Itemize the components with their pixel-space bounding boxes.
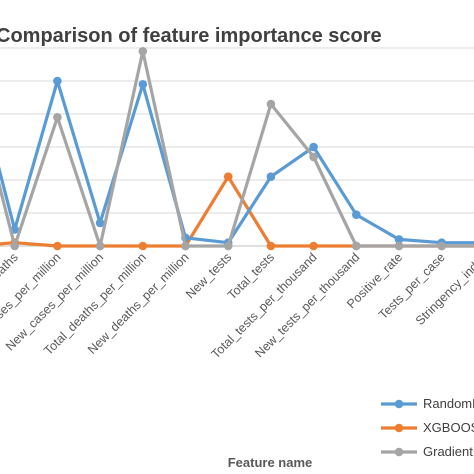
data-point [53,113,62,122]
series-line [0,79,474,245]
data-point [223,241,233,251]
legend-item: RandomForest [381,396,474,411]
data-point [138,47,148,56]
data-point [394,241,404,251]
legend-marker [394,423,404,433]
x-axis-title: Feature name [228,455,313,470]
series-gradientboosting [0,47,474,251]
legend-marker [394,447,404,457]
data-point [309,152,318,162]
legend: RandomForest XGBOOST GradientBoosting [381,396,474,459]
legend-label: RandomForest [423,396,474,411]
data-point [53,76,62,86]
series-randomforest [0,76,474,247]
data-point [95,218,105,228]
data-point [266,172,276,181]
data-point [309,241,318,251]
data-point [181,241,190,251]
data-point [95,241,105,251]
legend-label: GradientBoosting [423,444,474,459]
data-point [394,235,404,244]
legend-item: XGBOOST [381,420,474,435]
data-point [138,80,148,89]
x-tick-labels: Total_deathsNew_deathsTotal_cases_per_mi… [0,250,474,362]
series-lines [0,47,474,251]
data-point [266,241,276,251]
data-point [352,241,361,251]
data-point [223,172,233,181]
data-point [437,241,447,251]
data-point [138,241,148,251]
data-point [53,241,62,251]
data-point [266,99,276,109]
legend-label: XGBOOST [423,420,474,435]
chart-title: Comparison of feature importance score [0,25,382,47]
data-point [10,241,19,251]
data-point [352,210,361,219]
legend-marker [394,399,404,409]
series-line [0,49,474,248]
legend-item: GradientBoosting [381,444,474,459]
data-point [309,142,318,152]
